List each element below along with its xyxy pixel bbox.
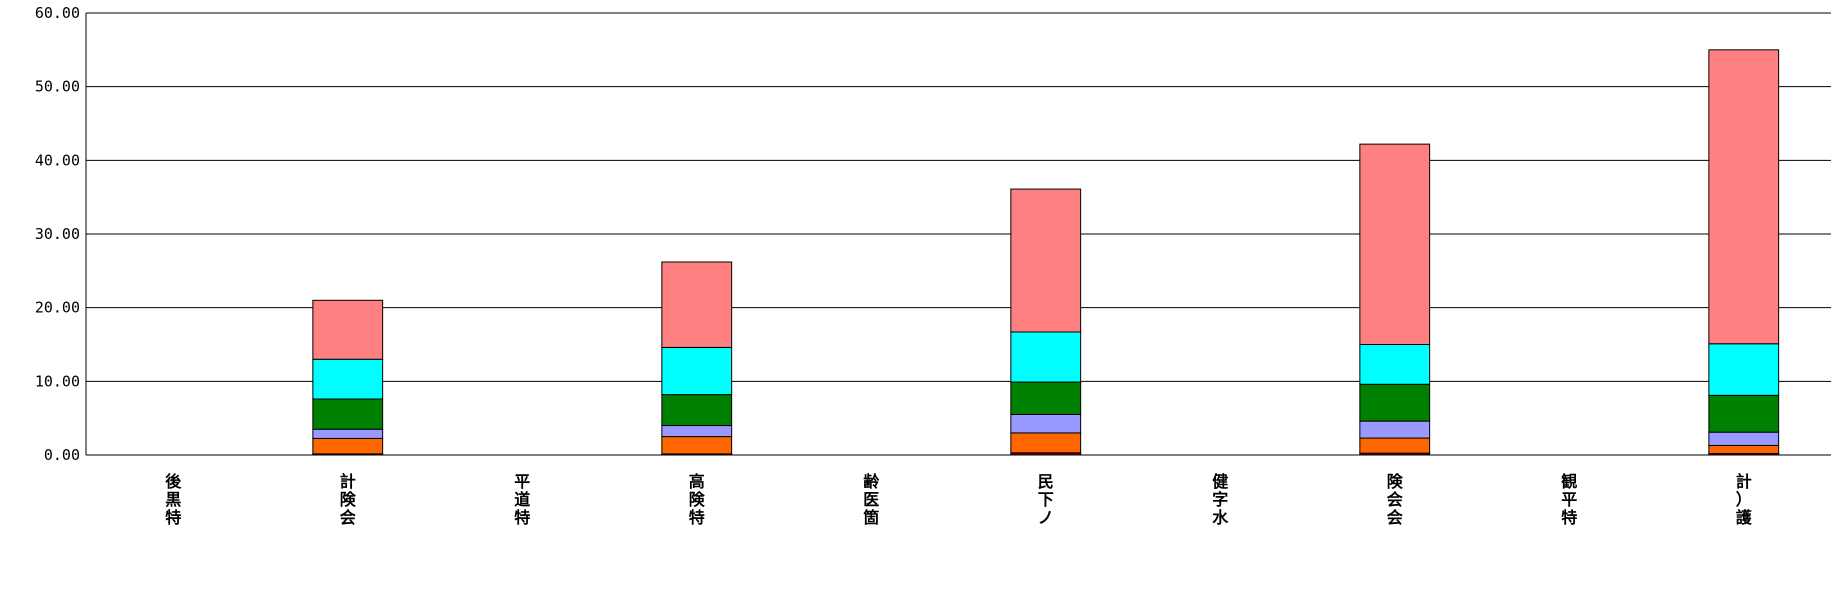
bar-segment <box>1010 413 1082 434</box>
bar-segment <box>1010 188 1082 333</box>
x-category-label: 高険特 <box>689 472 706 527</box>
x-category-label: 平道特 <box>514 472 530 527</box>
x-category-label: 計険会 <box>340 472 357 527</box>
x-category-label: 齢医箇 <box>863 472 880 527</box>
y-axis-tick-labels: 0.00 10.00 20.00 30.00 40.00 50.00 60.00 <box>35 4 80 464</box>
x-axis-category-labels: 後黒特 計険会 平道特 高険特 齢医箇 民下ノ 健字水 険会会 観平特 計）護 <box>165 472 1753 527</box>
x-category-label: 民下ノ <box>1038 472 1054 527</box>
bar-segment <box>312 299 384 360</box>
x-category-label: 観平特 <box>1561 472 1577 527</box>
bar-segment <box>1708 394 1780 433</box>
x-category-label: 計）護 <box>1736 472 1753 527</box>
bar-segment <box>661 436 733 455</box>
y-tick-label: 50.00 <box>35 78 80 96</box>
bar-segment <box>1010 331 1082 383</box>
y-tick-label: 60.00 <box>35 4 80 22</box>
bars <box>312 49 1780 456</box>
bar-segment <box>661 346 733 396</box>
x-category-label: 険会会 <box>1387 472 1404 527</box>
y-tick-label: 10.00 <box>35 372 80 390</box>
bar-segment <box>312 358 384 400</box>
bar-segment <box>1708 444 1780 455</box>
y-tick-label: 40.00 <box>35 151 80 169</box>
bar-segment <box>1359 344 1431 385</box>
y-tick-label: 0.00 <box>44 446 80 464</box>
bar-segment <box>1010 381 1082 415</box>
bar-segment <box>1359 420 1431 439</box>
bar-segment <box>1359 143 1431 345</box>
bar-segment <box>312 437 384 455</box>
bar-segment <box>312 398 384 430</box>
bar-segment <box>1708 49 1780 345</box>
x-category-label: 健字水 <box>1212 472 1229 527</box>
bar-segment <box>1708 343 1780 396</box>
bar-segment <box>1010 432 1082 454</box>
bar-segment <box>312 428 384 439</box>
bar-segment <box>1359 437 1431 454</box>
bar-segment <box>661 261 733 348</box>
bar-segment <box>661 425 733 438</box>
y-tick-label: 20.00 <box>35 299 80 317</box>
bar-segment <box>1708 431 1780 446</box>
bar-segment <box>1359 383 1431 422</box>
bar-segment <box>661 394 733 427</box>
x-category-label: 後黒特 <box>165 472 182 527</box>
y-tick-label: 30.00 <box>35 225 80 243</box>
